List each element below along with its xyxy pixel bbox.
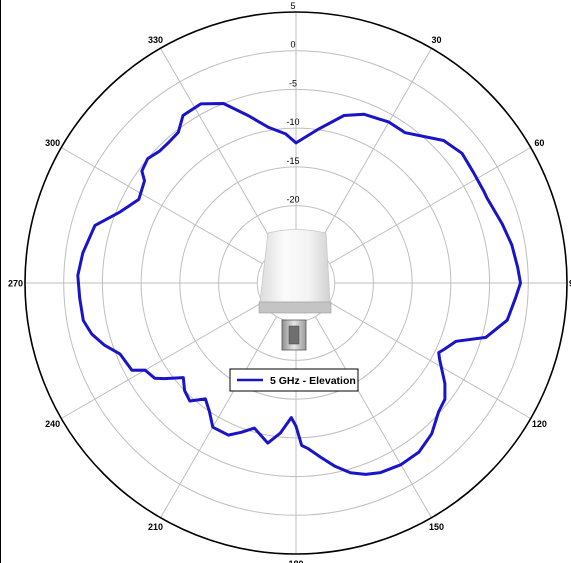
outer-ring [24,11,568,555]
radial-tick-5: 5 [290,1,295,11]
grid-spoke-240 [61,301,263,419]
angle-tick-30: 30 [431,35,441,45]
grid-spoke-330 [160,48,278,250]
angle-tick-270: 270 [8,279,23,289]
antenna-dome [259,229,331,303]
grid-spoke-300 [61,147,263,265]
radial-tick--15: -15 [286,156,299,166]
radial-tick--10: -10 [286,117,299,127]
angle-tick-180: 180 [288,559,303,563]
angle-tick-330: 330 [148,35,163,45]
grid-spoke-60 [329,147,531,265]
angle-tick-90: 90 [569,279,571,289]
legend-box [229,368,359,392]
angle-tick-300: 300 [45,138,60,148]
grid-spoke-30 [314,48,432,250]
radial-tick-labels: 50-5-10-15-20-25 [286,1,299,243]
grid-spoke-120 [329,301,531,419]
antenna-base [258,301,332,314]
grid-spoke-210 [160,316,278,518]
radial-tick-0: 0 [290,40,295,50]
antenna-image [258,229,332,351]
antenna-mount-bracket [288,325,300,345]
angle-tick-120: 120 [532,419,547,429]
radial-tick--5: -5 [289,78,297,88]
angle-tick-240: 240 [45,419,60,429]
angle-tick-60: 60 [534,138,544,148]
legend-label: 5 GHz - Elevation [270,375,356,387]
angle-tick-150: 150 [429,522,444,532]
series-line-5ghz-elevation [76,102,522,476]
legend: 5 GHz - Elevation [229,368,359,392]
angle-tick-0: 0 [293,0,298,1]
grid-spoke-150 [314,316,432,518]
grid-spokes [25,12,567,554]
radial-tick--20: -20 [286,195,299,205]
angle-tick-210: 210 [148,522,163,532]
angle-tick-labels: 0 30 60 90 120 150 180 210 240 270 300 330 [8,0,571,563]
